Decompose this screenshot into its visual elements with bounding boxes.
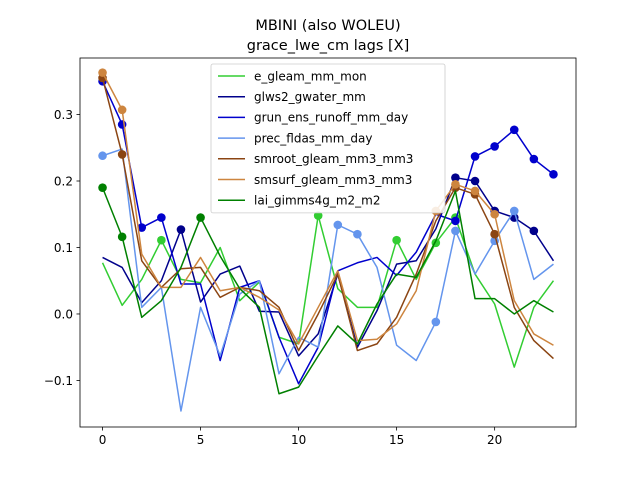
data-point: [157, 213, 166, 222]
data-point: [530, 155, 539, 164]
data-point: [451, 217, 460, 226]
y-tick-label: 0.3: [54, 108, 73, 122]
y-tick-label: 0.1: [54, 241, 73, 255]
y-tick-label: 0.0: [54, 307, 73, 321]
x-tick-label: 10: [291, 433, 306, 447]
data-point: [196, 213, 205, 222]
data-point: [334, 221, 343, 230]
x-tick-label: 20: [487, 433, 502, 447]
data-point: [471, 152, 480, 161]
data-point: [392, 236, 401, 245]
chart-subtitle: grace_lwe_cm lags [X]: [247, 38, 410, 54]
data-point: [98, 183, 107, 192]
data-point: [510, 126, 519, 135]
data-point: [157, 236, 166, 245]
legend-label: smsurf_gleam_mm3_mm3: [254, 173, 412, 187]
legend-label: smroot_gleam_mm3_mm3: [254, 152, 413, 166]
data-point: [549, 170, 558, 179]
data-point: [118, 233, 127, 242]
legend-label: e_gleam_mm_mon: [254, 69, 367, 83]
x-tick-label: 15: [389, 433, 404, 447]
x-tick-label: 5: [197, 433, 205, 447]
data-point: [177, 225, 186, 234]
y-tick-label: −0.1: [44, 374, 73, 388]
data-point: [118, 106, 127, 115]
legend-label: lai_gimms4g_m2_m2: [254, 194, 381, 208]
data-point: [353, 230, 362, 239]
data-point: [451, 180, 460, 189]
data-point: [510, 207, 519, 216]
data-point: [530, 227, 539, 236]
chart-title: MBINI (also WOLEU): [255, 18, 400, 34]
legend-label: grun_ens_runoff_mm_day: [254, 111, 408, 125]
data-point: [471, 177, 480, 186]
y-tick-label: 0.2: [54, 174, 73, 188]
x-tick-label: 0: [99, 433, 107, 447]
data-point: [490, 210, 499, 219]
data-point: [490, 230, 499, 239]
data-point: [98, 68, 107, 77]
legend-label: prec_fldas_mm_day: [254, 131, 373, 145]
data-point: [451, 227, 460, 236]
data-point: [490, 142, 499, 151]
data-point: [98, 151, 107, 160]
legend: e_gleam_mm_mon glws2_gwater_mm grun_ens_ru…: [211, 64, 445, 213]
data-point: [471, 187, 480, 196]
legend-label: glws2_gwater_mm: [254, 90, 366, 104]
data-point: [118, 150, 127, 159]
data-point: [432, 318, 441, 327]
